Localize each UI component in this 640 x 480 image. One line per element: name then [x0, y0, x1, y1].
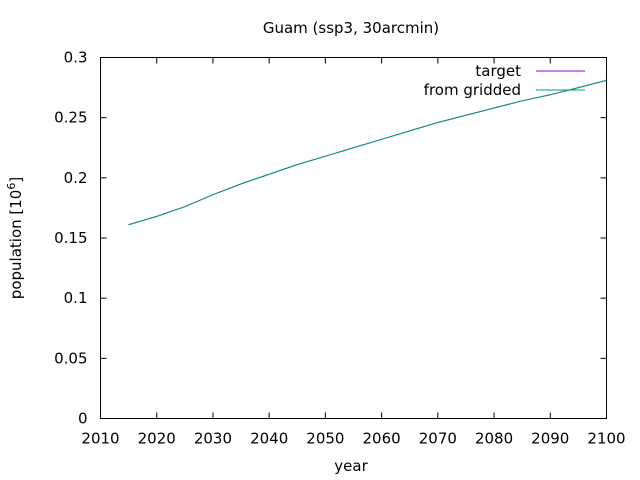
- y-axis-label: population [106]: [5, 177, 25, 299]
- y-tick-label: 0.2: [64, 169, 88, 187]
- x-tick-label: 2070: [419, 430, 457, 448]
- y-tick-label: 0.15: [54, 229, 87, 247]
- x-axis-label: year: [334, 457, 368, 475]
- x-tick-label: 2050: [306, 430, 344, 448]
- x-tick-label: 2020: [138, 430, 176, 448]
- legend: target from gridded: [424, 62, 585, 99]
- axes: 2010 2020 2030 2040 2050 2060 2070 2080 2090 2100…: [54, 49, 626, 448]
- x-tick-label: 2010: [81, 430, 119, 448]
- series-line-target: [128, 79, 607, 226]
- y-tick-label: 0.25: [54, 109, 87, 127]
- x-tick-label: 2060: [363, 430, 401, 448]
- y-tick-label: 0: [78, 410, 88, 428]
- x-tick-label: 2090: [531, 430, 569, 448]
- legend-label-target: target: [475, 62, 521, 80]
- y-tick-label: 0.05: [54, 349, 87, 367]
- legend-label-from-gridded: from gridded: [424, 81, 521, 99]
- series-layer: [128, 79, 607, 226]
- x-tick-label: 2040: [250, 430, 288, 448]
- y-tick-label: 0.3: [64, 49, 88, 67]
- y-tick-label: 0.1: [64, 289, 88, 307]
- series-line-from-gridded: [128, 79, 607, 226]
- y-axis-label-exponent: 6: [5, 183, 18, 190]
- chart-title: Guam (ssp3, 30arcmin): [263, 19, 439, 37]
- x-tick-label: 2030: [194, 430, 232, 448]
- y-axis-label-close: ]: [7, 177, 25, 183]
- y-axis-label-main: population [10: [7, 190, 25, 300]
- x-tick-label: 2100: [587, 430, 625, 448]
- x-tick-label: 2080: [475, 430, 513, 448]
- plot-frame: [100, 57, 607, 419]
